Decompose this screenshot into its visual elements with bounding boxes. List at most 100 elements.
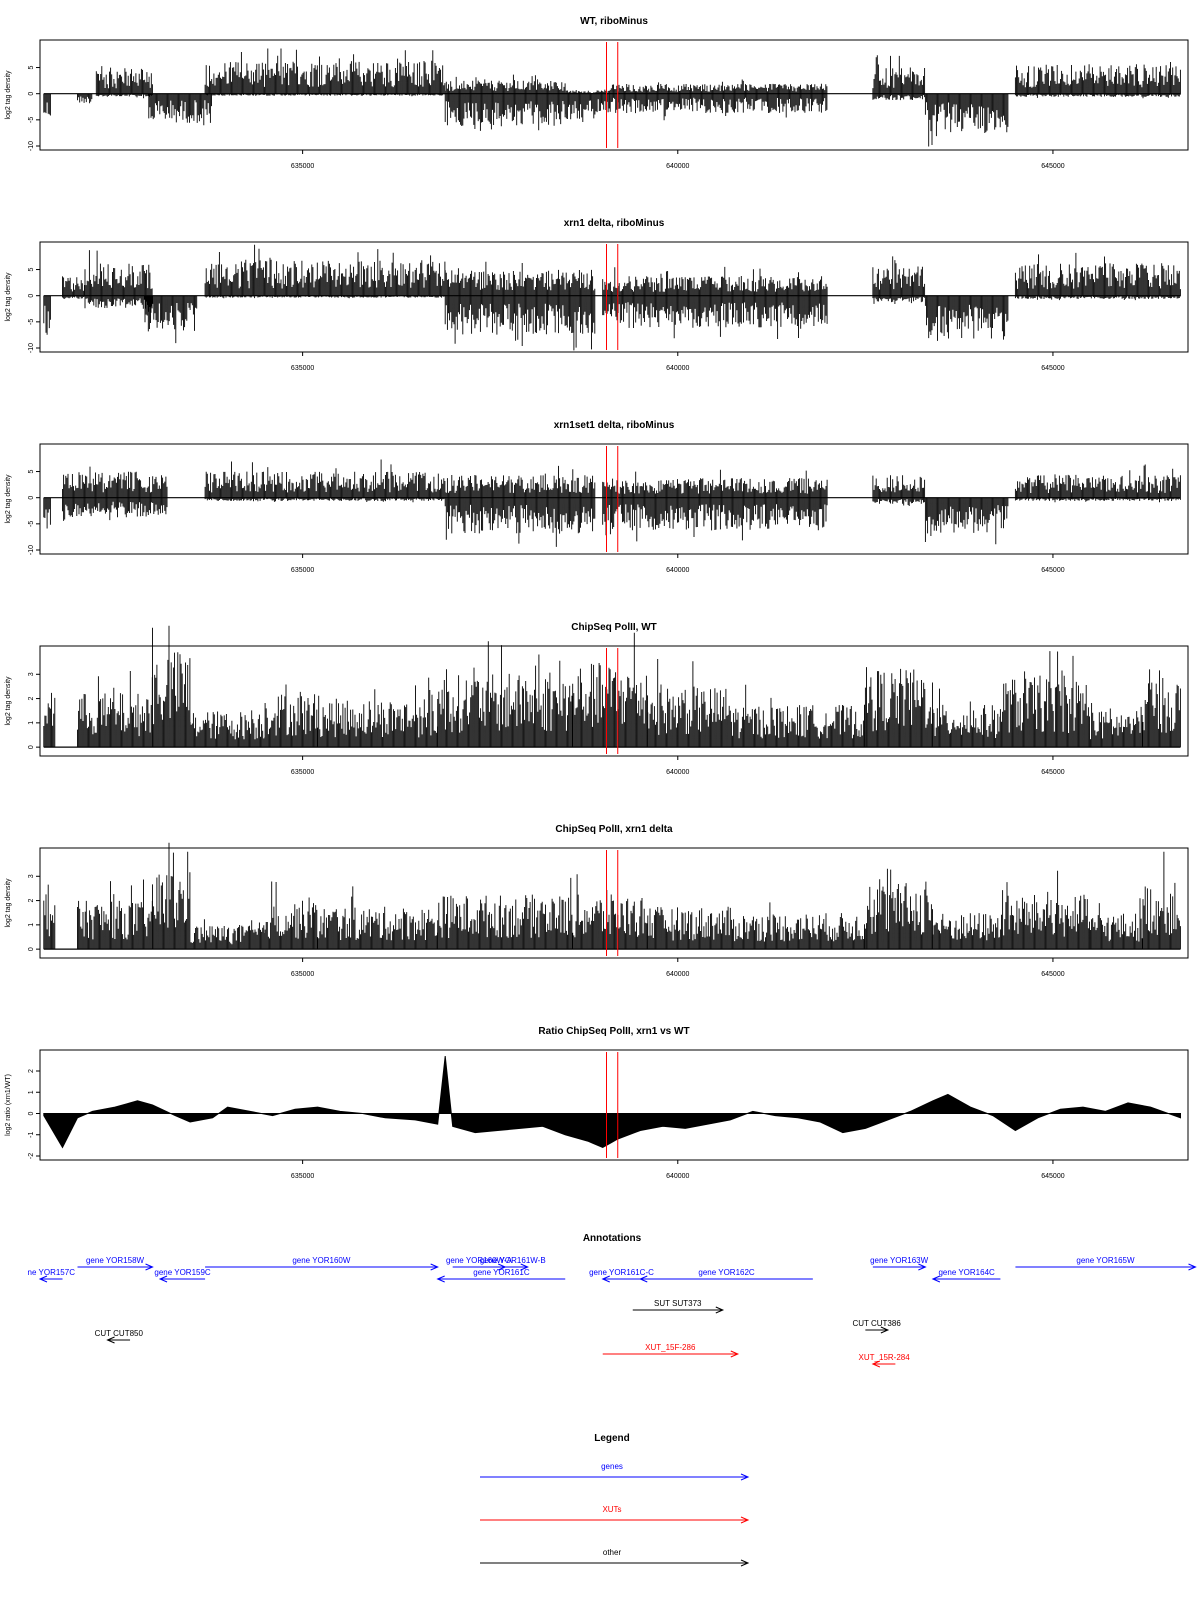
legend-item-xut: XUTs xyxy=(480,1505,750,1524)
x-tick-label: 640000 xyxy=(666,365,689,372)
y-tick-label: 1 xyxy=(28,721,35,725)
annotations-title: Annotations xyxy=(583,1233,642,1244)
x-tick-label: 645000 xyxy=(1041,365,1064,372)
y-tick-label: 5 xyxy=(28,469,35,473)
x-tick-label: 635000 xyxy=(291,163,314,170)
arrow-head xyxy=(740,1516,750,1524)
arrow-head xyxy=(715,1306,725,1314)
y-tick-label: -2 xyxy=(28,1153,35,1159)
feature-gene: gene YOR161C-C xyxy=(589,1268,654,1283)
track-p4: ChipSeq PolII, WT log2 tag density 0 1 2 3 635… xyxy=(5,622,1189,776)
density-bars xyxy=(43,625,1181,748)
plot-frame xyxy=(39,847,1189,959)
track-title: xrn1 delta, riboMinus xyxy=(564,218,665,229)
y-tick-label: -1 xyxy=(28,1132,35,1138)
feature-label: gene YOR163W xyxy=(870,1256,929,1265)
density-bars xyxy=(43,459,1181,547)
feature-gene: gene YOR161C xyxy=(436,1268,566,1283)
track-p5: ChipSeq PolII, xrn1 delta log2 tag densit… xyxy=(5,824,1189,978)
x-tick-label: 635000 xyxy=(291,567,314,574)
arrow-head xyxy=(740,1473,750,1481)
track-p2: xrn1 delta, riboMinus log2 tag density -10… xyxy=(5,218,1189,372)
y-tick-label: 5 xyxy=(28,267,35,271)
y-tick-label: 2 xyxy=(28,1069,35,1073)
feature-gene: gene YOR158W xyxy=(77,1256,154,1271)
y-tick-label: 0 xyxy=(28,1111,35,1115)
feature-label: gene YOR164C xyxy=(938,1268,995,1277)
y-axis-label: log2 tag density xyxy=(5,878,12,928)
plot-frame xyxy=(39,39,1189,151)
feature-label: ne YOR157C xyxy=(28,1268,76,1277)
feature-label: CUT CUT386 xyxy=(852,1319,901,1328)
feature-xut: XUT_15F-286 xyxy=(602,1343,740,1358)
feature-gene: gene YOR163W xyxy=(870,1256,929,1271)
arrow-head xyxy=(520,1263,529,1271)
y-tick-label: -10 xyxy=(28,545,35,555)
legend-item-other: other xyxy=(480,1548,750,1567)
x-tick-label: 645000 xyxy=(1041,1173,1064,1180)
feature-other: CUT CUT850 xyxy=(95,1329,144,1344)
feature-gene: gene YOR160W xyxy=(205,1256,439,1271)
density-bars xyxy=(43,48,1181,147)
x-tick-label: 635000 xyxy=(291,1173,314,1180)
x-tick-label: 645000 xyxy=(1041,567,1064,574)
y-axis-label: log2 tag density xyxy=(5,272,12,322)
y-tick-label: 1 xyxy=(28,923,35,927)
x-tick-label: 640000 xyxy=(666,769,689,776)
arrow-head xyxy=(1188,1263,1197,1271)
legend-item-gene: genes xyxy=(480,1462,750,1481)
arrow-head xyxy=(638,1275,648,1283)
arrow-head xyxy=(145,1263,154,1271)
x-tick-label: 635000 xyxy=(291,971,314,978)
feature-label: CUT CUT850 xyxy=(95,1329,144,1338)
plot-frame xyxy=(39,645,1189,757)
density-bars xyxy=(43,842,1181,950)
arrow-head xyxy=(880,1326,890,1334)
y-tick-label: 0 xyxy=(28,496,35,500)
x-tick-label: 645000 xyxy=(1041,163,1064,170)
feature-gene: gene YOR159C xyxy=(154,1268,211,1283)
y-tick-label: 0 xyxy=(28,745,35,749)
feature-label: gene YOR159C xyxy=(154,1268,211,1277)
feature-gene: gene YOR161W-B xyxy=(480,1256,546,1271)
feature-label: gene YOR161C-C xyxy=(589,1268,654,1277)
feature-gene: gene YOR165W xyxy=(1015,1256,1197,1271)
x-tick-label: 640000 xyxy=(666,971,689,978)
y-tick-label: -10 xyxy=(28,141,35,151)
legend-label: other xyxy=(603,1548,622,1557)
legend-label: genes xyxy=(601,1462,623,1471)
legend-label: XUTs xyxy=(602,1505,621,1514)
plot-frame xyxy=(39,443,1189,555)
y-axis-label: log2 tag density xyxy=(5,676,12,726)
y-tick-label: 0 xyxy=(28,92,35,96)
y-tick-label: -10 xyxy=(28,343,35,353)
track-p3: xrn1set1 delta, riboMinus log2 tag densit… xyxy=(5,420,1189,574)
arrow-head xyxy=(158,1275,168,1283)
feature-label: SUT SUT373 xyxy=(654,1299,702,1308)
feature-xut: XUT_15R-284 xyxy=(859,1353,910,1368)
x-tick-label: 635000 xyxy=(291,769,314,776)
arrow-head xyxy=(430,1263,439,1271)
arrow-head xyxy=(871,1360,881,1368)
x-tick-label: 645000 xyxy=(1041,971,1064,978)
feature-label: gene YOR160W-A xyxy=(446,1256,513,1265)
track-p6: Ratio ChipSeq PolII, xrn1 vs WT log2 rati… xyxy=(5,1026,1189,1180)
track-title: WT, riboMinus xyxy=(580,16,648,27)
y-tick-label: 0 xyxy=(28,947,35,951)
y-tick-label: 2 xyxy=(28,697,35,701)
track-title: ChipSeq PolII, xrn1 delta xyxy=(555,824,673,835)
x-tick-label: 640000 xyxy=(666,163,689,170)
arrow-head xyxy=(436,1275,445,1283)
track-title: ChipSeq PolII, WT xyxy=(571,622,657,633)
feature-gene: gene YOR162C xyxy=(638,1268,813,1283)
track-title: xrn1set1 delta, riboMinus xyxy=(554,420,675,431)
y-axis-label: log2 ratio (xrn1/WT) xyxy=(5,1074,12,1136)
x-tick-label: 640000 xyxy=(666,567,689,574)
arrow-head xyxy=(38,1275,48,1283)
feature-label: gene YOR161C xyxy=(473,1268,530,1277)
y-tick-label: -5 xyxy=(28,319,35,325)
arrow-head xyxy=(918,1263,927,1271)
feature-gene: gene YOR164C xyxy=(931,1268,1001,1283)
x-tick-label: 640000 xyxy=(666,1173,689,1180)
